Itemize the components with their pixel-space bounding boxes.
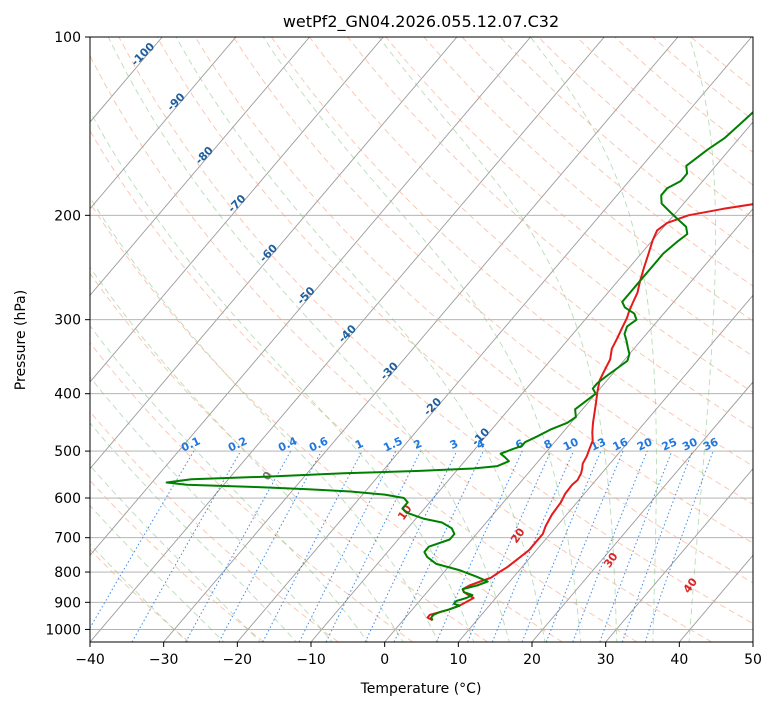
- isotherm-line: [90, 37, 237, 210]
- mixing-ratio-line: [435, 450, 523, 642]
- isotherm-line: [752, 641, 753, 642]
- mixing-ratio-label: 10: [561, 435, 581, 453]
- x-tick-label: 20: [523, 652, 541, 668]
- isotherm-line: [90, 37, 310, 297]
- x-tick-label: −30: [149, 652, 179, 668]
- dry-adiabat-line: [90, 342, 414, 642]
- x-axis: −40 −30 −20 −10 0 10 20 30 40 50: [75, 642, 762, 668]
- y-tick-label: 400: [54, 387, 81, 403]
- moist-adiabat-line: [107, 37, 510, 642]
- background-lines: [90, 37, 753, 642]
- dry-adiabat-line: [118, 37, 753, 624]
- moist-adiabat-line: [530, 37, 657, 642]
- mixing-ratio-label: 36: [701, 435, 721, 453]
- plot-area: [90, 37, 753, 642]
- x-tick-label: −20: [223, 652, 253, 668]
- mixing-ratio-line: [467, 450, 552, 642]
- moist-adiabat-line: [90, 110, 475, 642]
- y-axis: 100 200 300 400 500 600 700 800 900 1000: [45, 30, 90, 638]
- moist-adiabat-line: [688, 37, 717, 642]
- x-tick-label: 30: [597, 652, 615, 668]
- mixing-ratio-line: [545, 450, 624, 642]
- profile-lines: [165, 110, 753, 622]
- moist-adiabat-line: [90, 325, 369, 642]
- mixing-ratio-line: [218, 450, 322, 642]
- moist-adiabat-line: [90, 376, 333, 642]
- y-tick-label: 1000: [45, 622, 81, 638]
- isotherm-line: [605, 467, 753, 642]
- x-tick-label: −10: [296, 652, 326, 668]
- mixing-ratio-line: [325, 450, 422, 642]
- dry-adiabat-line: [90, 54, 712, 642]
- isotherm-line: [90, 37, 384, 383]
- mixing-ratio-line: [572, 450, 648, 642]
- x-tick-label: −40: [75, 652, 105, 668]
- x-tick-label: 10: [449, 652, 467, 668]
- isotherm-line: [236, 37, 752, 642]
- isotherm-line: [90, 37, 605, 642]
- dry-adiabat-line: [90, 548, 190, 642]
- dry-adiabat-line: [90, 479, 264, 642]
- plot-frame: [89, 36, 754, 643]
- moist-adiabat-line: [175, 37, 546, 642]
- mixing-ratio-line: [621, 450, 693, 642]
- y-tick-label: 600: [54, 491, 81, 507]
- isotherm-line: [90, 37, 458, 470]
- y-tick-label: 300: [54, 313, 81, 329]
- mixing-ratio-line: [491, 450, 574, 642]
- dry-adiabat-line: [194, 37, 753, 544]
- mixing-ratio-line: [644, 450, 714, 642]
- y-tick-label: 500: [54, 444, 81, 460]
- dry-adiabat-line: [156, 37, 753, 584]
- dry-adiabat-line: [347, 37, 753, 393]
- chart-title: wetPf2_GN04.2026.055.12.07.C32: [283, 12, 559, 32]
- dry-adiabat-line: [271, 37, 753, 467]
- isotherm-line: [384, 207, 753, 642]
- moist-adiabat-line: [378, 37, 618, 642]
- dry-adiabat-line: [232, 37, 753, 505]
- mixing-ratio-label: 25: [660, 435, 679, 453]
- y-tick-label: 200: [54, 208, 81, 224]
- x-tick-label: 50: [744, 652, 762, 668]
- mixing-ratio-line: [185, 450, 292, 642]
- dry-adiabat-line: [90, 272, 488, 642]
- y-tick-label: 900: [54, 595, 81, 611]
- mixing-ratio-line: [521, 450, 602, 642]
- x-axis-label: Temperature (°C): [360, 681, 482, 697]
- dry-adiabat-line: [90, 202, 563, 642]
- x-tick-label: 40: [670, 652, 688, 668]
- moist-adiabat-line: [90, 543, 188, 642]
- mixing-ratio-label: 16: [611, 435, 631, 453]
- isotherm-line: [163, 37, 679, 642]
- y-tick-label: 100: [54, 30, 81, 46]
- y-axis-label: Pressure (hPa): [13, 290, 29, 390]
- moist-adiabat-line: [90, 196, 440, 642]
- isotherm-line: [531, 381, 753, 642]
- moist-adiabat-line: [90, 422, 297, 642]
- isotherm-line: [90, 37, 531, 557]
- mixing-ratio-line: [599, 450, 673, 642]
- mixing-ratio-label: 30: [680, 435, 700, 453]
- isotherm-line: [457, 294, 753, 642]
- y-tick-label: 700: [54, 531, 81, 547]
- mixing-ratio-label: 20: [635, 435, 655, 453]
- moist-adiabat-line: [90, 266, 404, 642]
- dry-adiabat-line: [309, 37, 753, 430]
- x-tick-label: 0: [380, 652, 389, 668]
- moist-adiabat-line: [262, 37, 582, 642]
- dry-adiabat-line: [461, 37, 753, 287]
- dry-adiabat-line: [90, 129, 638, 642]
- dewpoint-profile: [165, 110, 753, 621]
- y-tick-label: 800: [54, 565, 81, 581]
